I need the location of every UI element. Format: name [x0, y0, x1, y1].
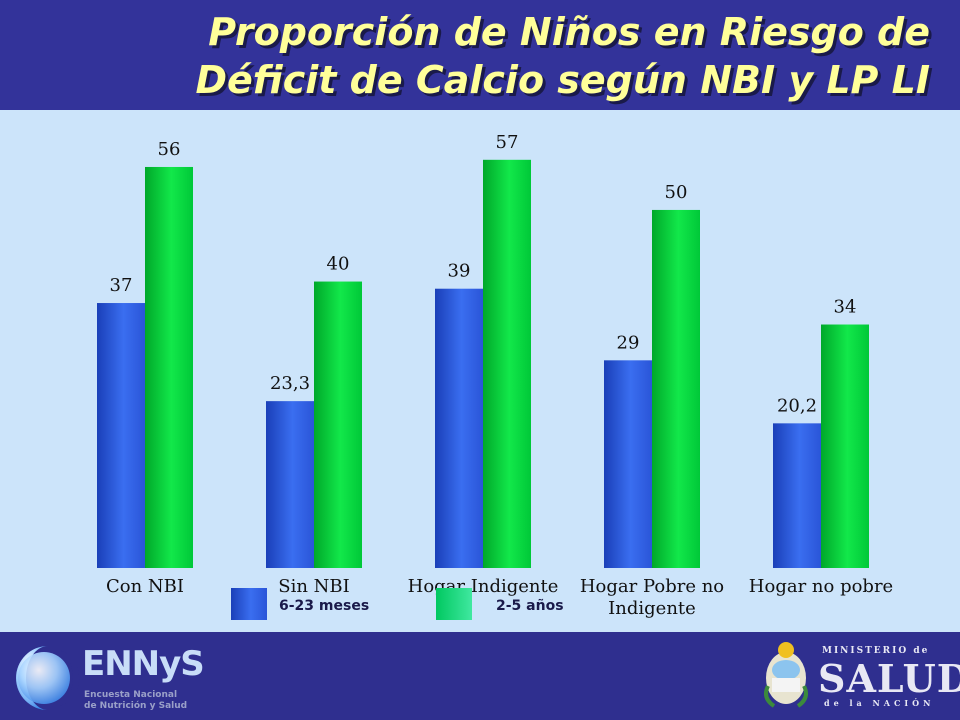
bar-blue-0	[97, 303, 145, 568]
data-label-0-1: 23,3	[270, 373, 310, 394]
nacion-label: de la NACIÓN	[824, 698, 935, 708]
bar-chart: 37 56 Con NBI 23,3 40 Sin NBI 39 57 Hogar Indige…	[97, 132, 893, 620]
chart-area: 37 56 Con NBI 23,3 40 Sin NBI 39 57 Hogar Indige…	[0, 110, 960, 632]
category-label-3-0: Hogar Pobre no	[580, 576, 724, 597]
bar-green-0	[145, 166, 193, 568]
title-line-1: Proporción de Niños en Riesgo de	[208, 10, 930, 54]
data-label-0-3: 29	[617, 332, 640, 353]
header-banner: Proporción de Niños en Riesgo de Déficit…	[0, 0, 960, 110]
ministerio-label: MINISTERIO de	[822, 646, 930, 656]
legend-label-1: 2-5 años	[496, 598, 564, 614]
category-label-4-0: Hogar no pobre	[749, 576, 893, 597]
ennys-subtitle-line-2: de Nutrición y Salud	[84, 701, 188, 711]
data-label-0-0: 37	[110, 275, 133, 296]
ennys-wordmark: ENNyS	[82, 644, 205, 684]
bar-green-3	[652, 209, 700, 568]
legend-swatch-0	[231, 588, 267, 620]
data-label-1-1: 40	[327, 254, 350, 275]
data-label-1-0: 56	[158, 139, 181, 160]
bar-blue-2	[435, 288, 483, 568]
data-label-1-2: 57	[496, 132, 519, 153]
bar-green-4	[821, 324, 869, 568]
ennys-subtitle: Encuesta Nacional de Nutrición y Salud	[84, 690, 187, 712]
salud-label: SALUD	[818, 656, 960, 701]
category-label-0-0: Con NBI	[106, 576, 184, 597]
ennys-subtitle-line-1: Encuesta Nacional	[84, 690, 178, 700]
data-label-0-4: 20,2	[777, 395, 817, 416]
ennys-logo: ENNyS Encuesta Nacional de Nutrición y S…	[10, 640, 230, 716]
legend-swatch-1	[436, 588, 472, 620]
ennys-globe-icon	[16, 646, 80, 710]
legend-label-0: 6-23 meses	[279, 598, 369, 614]
coat-of-arms-icon	[764, 642, 808, 708]
ministerio-logo: MINISTERIO de SALUD de la NACIÓN	[758, 636, 960, 716]
bar-blue-4	[773, 423, 821, 568]
data-label-0-2: 39	[448, 261, 471, 282]
category-label-3-1: Indigente	[608, 598, 696, 619]
category-label-2-0: Hogar Indigente	[408, 576, 559, 597]
bar-blue-3	[604, 360, 652, 568]
category-label-1-0: Sin NBI	[278, 576, 350, 597]
bar-blue-1	[266, 401, 314, 568]
bar-green-2	[483, 159, 531, 568]
footer-banner: ENNyS Encuesta Nacional de Nutrición y S…	[0, 632, 960, 720]
title-line-2: Déficit de Calcio según NBI y LP LI	[195, 58, 930, 102]
data-label-1-3: 50	[665, 182, 688, 203]
data-label-1-4: 34	[834, 297, 857, 318]
bar-green-1	[314, 281, 362, 568]
